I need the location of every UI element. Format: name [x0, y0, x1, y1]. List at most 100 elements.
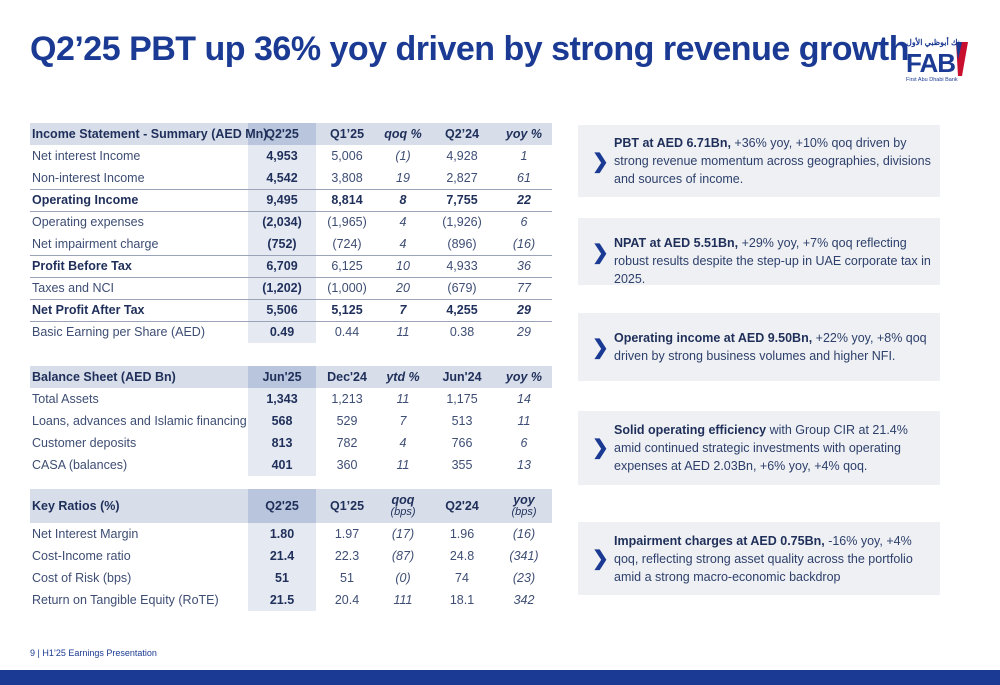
cell-current: 4,542	[248, 167, 316, 190]
row-label: Net Interest Margin	[32, 527, 139, 541]
ratios-header-yoy-unit: (bps)	[511, 506, 537, 518]
cell-prior-year: 7,755	[428, 189, 496, 212]
row-label: Cost of Risk (bps)	[32, 571, 132, 585]
ratios-header-qoq: qoq (bps)	[378, 489, 428, 523]
cell-change: 20	[378, 277, 428, 300]
chevron-right-icon: ❯	[592, 151, 609, 173]
ratios-header-qoq-unit: (bps)	[390, 506, 416, 518]
ratios-header-qoq-label: qoq	[391, 493, 415, 507]
highlight-body: +36% yoy, +10% qoq driven by strong reve…	[614, 136, 931, 186]
fab-logo: بنك أبوظبي الأول FAB First Abu Dhabi Ban…	[902, 38, 972, 88]
table-row: Basic Earning per Share (AED) 0.49 0.44 …	[30, 321, 552, 343]
cell-change: 4	[378, 233, 428, 256]
highlight-bold: Operating income at AED 9.50Bn,	[614, 331, 813, 345]
cell-current: 1.80	[248, 523, 316, 545]
cell-yoy: 14	[517, 392, 531, 406]
cell-change: 11	[396, 392, 410, 406]
cell-yoy: 13	[517, 458, 531, 472]
highlight-body: -16% yoy, +4% qoq, reflecting strong ass…	[614, 534, 913, 584]
balance-header-jun24: Jun'24	[428, 366, 496, 388]
cell-current: 4,953	[248, 145, 316, 167]
row-label: Taxes and NCI	[30, 277, 248, 300]
cell-change: (1)	[395, 149, 411, 163]
highlight-body: +22% yoy, +8% qoq driven by strong busin…	[614, 331, 927, 363]
cell-current: 401	[248, 454, 316, 476]
ratios-header-q225: Q2'25	[248, 489, 316, 523]
key-ratios-table: Key Ratios (%) Q2'25 Q1’25 qoq (bps) Q2'…	[30, 489, 552, 611]
table-row: Net impairment charge (752) (724) 4 (896…	[30, 233, 552, 256]
cell-yoy: (23)	[512, 571, 536, 585]
cell-current: 568	[248, 410, 316, 432]
cell-prior: 51	[340, 571, 354, 585]
table-header-row: Income Statement - Summary (AED Mn) Q2'2…	[30, 123, 552, 145]
cell-change: 11	[396, 458, 410, 472]
cell-current: 813	[248, 432, 316, 454]
table-row: Cost-Income ratio 21.4 22.3 (87) 24.8 (3…	[30, 545, 552, 567]
table-row: Loans, advances and Islamic financing 56…	[30, 410, 552, 432]
row-label: Non-interest Income	[30, 167, 248, 190]
row-label: Operating expenses	[32, 215, 144, 230]
cell-prior-year: 18.1	[449, 593, 475, 607]
table-row: Return on Tangible Equity (RoTE) 21.5 20…	[30, 589, 552, 611]
row-label: Net impairment charge	[30, 233, 248, 256]
cell-current: 21.4	[248, 545, 316, 567]
cell-change: (87)	[391, 549, 415, 563]
highlight-card-impairment: ❯ Impairment charges at AED 0.75Bn, -16%…	[578, 522, 940, 595]
cell-current: 1,343	[248, 388, 316, 410]
balance-header-ytd: ytd %	[378, 366, 428, 388]
cell-yoy: (16)	[512, 527, 536, 541]
highlight-text: NPAT at AED 5.51Bn, +29% yoy, +7% qoq re…	[614, 234, 932, 288]
row-label: Profit Before Tax	[30, 255, 248, 278]
table-row: Operating Income 9,495 8,814 8 7,755 22	[30, 189, 552, 212]
row-label: Loans, advances and Islamic financing	[32, 414, 247, 428]
cell-prior: 529	[336, 414, 358, 428]
cell-yoy: 61	[496, 167, 552, 190]
highlight-text: Operating income at AED 9.50Bn, +22% yoy…	[614, 329, 932, 365]
cell-yoy: 6	[520, 436, 528, 450]
ratios-header-label: Key Ratios (%)	[30, 489, 248, 523]
cell-yoy: 6	[520, 215, 528, 230]
row-label: Cost-Income ratio	[32, 549, 131, 563]
cell-change: 111	[393, 593, 413, 607]
table-row: Taxes and NCI (1,202) (1,000) 20 (679) 7…	[30, 277, 552, 300]
cell-yoy: 22	[496, 189, 552, 212]
logo-brand: FAB	[906, 48, 956, 78]
cell-prior-year: 4,933	[428, 255, 496, 278]
highlight-text: Impairment charges at AED 0.75Bn, -16% y…	[614, 532, 932, 586]
cell-prior-year: 74	[455, 571, 469, 585]
cell-change: 4	[399, 215, 407, 230]
cell-prior: 0.44	[334, 325, 360, 340]
highlight-card-pbt: ❯ PBT at AED 6.71Bn, +36% yoy, +10% qoq …	[578, 125, 940, 197]
cell-prior-year: (1,926)	[442, 215, 482, 230]
table-header-row: Balance Sheet (AED Bn) Jun'25 Dec'24 ytd…	[30, 366, 552, 388]
table-row: Operating expenses (2,034) (1,965) 4 (1,…	[30, 211, 552, 233]
table-row: Net interest Income 4,953 5,006 (1) 4,92…	[30, 145, 552, 167]
cell-prior: 782	[336, 436, 358, 450]
table-row: Customer deposits 813 782 4 766 6	[30, 432, 552, 454]
highlight-bold: Solid operating efficiency	[614, 423, 767, 437]
cell-yoy: 29	[517, 325, 531, 340]
cell-yoy: 1	[520, 149, 528, 163]
cell-prior-year: 766	[451, 436, 473, 450]
income-header-q125: Q1’25	[316, 123, 378, 145]
income-statement-table: Income Statement - Summary (AED Mn) Q2'2…	[30, 123, 552, 343]
ratios-header-yoy: yoy (bps)	[496, 489, 552, 523]
ratios-header-yoy-label: yoy	[513, 493, 535, 507]
page-footer: 9 | H1’25 Earnings Presentation	[30, 648, 157, 658]
cell-prior: (1,000)	[316, 277, 378, 300]
highlight-card-efficiency: ❯ Solid operating efficiency with Group …	[578, 411, 940, 485]
cell-prior-year: 2,827	[428, 167, 496, 190]
cell-yoy: 29	[496, 299, 552, 322]
highlight-body: with Group CIR at 21.4% amid continued s…	[614, 423, 908, 473]
cell-yoy: (341)	[509, 549, 539, 563]
row-label: Net interest Income	[32, 149, 141, 163]
cell-prior-year: 1,175	[446, 392, 478, 406]
income-header-q225: Q2'25	[248, 123, 316, 145]
page-title: Q2’25 PBT up 36% yoy driven by strong re…	[30, 30, 910, 68]
income-header-yoy: yoy %	[496, 123, 552, 145]
highlight-text: Solid operating efficiency with Group CI…	[614, 421, 932, 475]
row-label: Total Assets	[32, 392, 99, 406]
cell-change: 4	[399, 436, 407, 450]
row-label: Operating Income	[30, 189, 248, 212]
income-header-qoq: qoq %	[378, 123, 428, 145]
